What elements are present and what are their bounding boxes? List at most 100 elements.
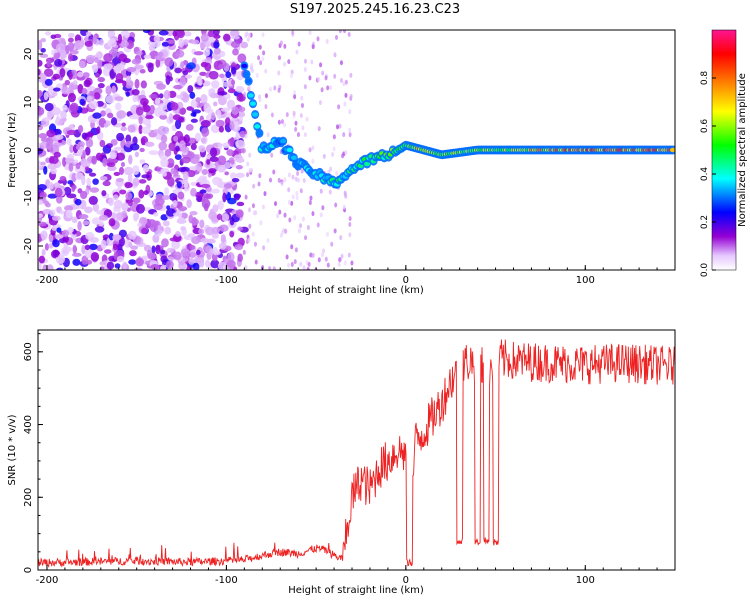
noise-blob xyxy=(229,230,235,238)
noise-blob xyxy=(198,78,203,86)
noise-blob xyxy=(121,202,129,211)
ridge-core xyxy=(241,63,248,69)
noise-blob xyxy=(190,137,196,144)
noise-blob xyxy=(64,205,74,212)
noise-blob xyxy=(206,159,211,165)
noise-blob xyxy=(81,255,89,265)
noise-blob xyxy=(173,84,183,90)
noise-blob xyxy=(172,199,178,207)
noise-blob xyxy=(40,47,46,53)
noise-blob xyxy=(194,132,202,142)
noise-blob xyxy=(82,72,90,78)
noise-blob xyxy=(309,252,313,258)
noise-blob xyxy=(231,79,236,86)
noise-blob xyxy=(266,132,270,138)
noise-blob xyxy=(203,49,211,57)
noise-blob xyxy=(258,173,262,179)
noise-blob xyxy=(141,126,152,134)
noise-blob xyxy=(130,245,139,250)
noise-blob xyxy=(237,226,244,231)
noise-blob xyxy=(291,174,295,180)
noise-blob xyxy=(125,192,133,201)
noise-blob xyxy=(128,230,137,240)
noise-blob xyxy=(344,150,348,156)
noise-blob xyxy=(328,189,332,195)
noise-blob xyxy=(213,41,220,49)
noise-blob xyxy=(299,113,303,119)
noise-blob xyxy=(348,232,352,238)
noise-blob xyxy=(110,139,118,146)
spectrogram-noise xyxy=(38,30,354,270)
noise-blob xyxy=(184,74,193,79)
colorbar-tick-label: 0.6 xyxy=(700,119,710,134)
noise-blob xyxy=(219,73,225,79)
noise-blob xyxy=(69,49,79,55)
bottom-y-axis-label: SNR (10 * v/v) xyxy=(7,414,18,485)
noise-blob xyxy=(138,189,145,199)
noise-blob xyxy=(172,212,180,217)
top-x-axis-label: Height of straight line (km) xyxy=(288,285,424,296)
noise-blob xyxy=(270,112,274,118)
noise-blob xyxy=(224,117,231,126)
noise-blob xyxy=(48,181,54,190)
noise-blob xyxy=(126,66,137,73)
noise-blob xyxy=(86,54,95,64)
noise-blob xyxy=(191,235,201,245)
noise-blob xyxy=(164,187,170,196)
noise-blob xyxy=(348,109,352,115)
noise-blob xyxy=(118,229,127,238)
noise-blob xyxy=(277,87,281,93)
noise-blob xyxy=(48,234,54,243)
noise-blob xyxy=(191,218,200,226)
noise-blob xyxy=(223,183,233,189)
noise-blob xyxy=(53,52,60,60)
noise-blob xyxy=(38,133,48,139)
noise-blob xyxy=(158,93,164,99)
noise-blob xyxy=(189,211,198,216)
noise-blob xyxy=(40,230,48,241)
noise-blob xyxy=(253,241,257,247)
noise-blob xyxy=(336,124,340,130)
noise-blob xyxy=(158,141,168,151)
noise-blob xyxy=(73,159,79,164)
noise-blob xyxy=(99,39,104,46)
noise-blob xyxy=(51,91,58,97)
noise-blob xyxy=(199,189,207,194)
noise-blob xyxy=(107,165,117,171)
noise-blob xyxy=(43,68,54,77)
noise-blob xyxy=(40,161,46,166)
noise-blob xyxy=(311,211,315,217)
noise-blob xyxy=(101,190,107,197)
noise-blob xyxy=(303,84,307,90)
noise-blob xyxy=(177,191,185,200)
noise-blob xyxy=(257,181,261,187)
noise-blob xyxy=(139,68,146,74)
noise-blob xyxy=(172,114,181,121)
noise-blob xyxy=(89,236,99,243)
noise-blob xyxy=(72,80,78,86)
noise-blob xyxy=(342,204,346,210)
noise-blob xyxy=(88,172,97,177)
noise-blob xyxy=(135,257,144,267)
noise-blob xyxy=(175,145,180,152)
noise-blob xyxy=(105,143,113,149)
noise-blob xyxy=(132,165,140,176)
noise-blob xyxy=(164,148,172,157)
noise-blob xyxy=(146,249,153,259)
noise-blob xyxy=(84,166,90,172)
noise-blob xyxy=(77,71,84,78)
noise-blob xyxy=(231,106,239,115)
noise-blob xyxy=(166,260,174,270)
noise-blob xyxy=(244,194,248,200)
noise-blob xyxy=(190,118,198,123)
ridge-core xyxy=(669,147,675,153)
noise-blob xyxy=(242,249,246,255)
colorbar-tick-label: 0.8 xyxy=(700,71,710,86)
noise-blob xyxy=(79,146,84,153)
noise-blob xyxy=(111,85,117,94)
noise-blob xyxy=(206,238,216,244)
noise-blob xyxy=(162,258,168,266)
noise-blob xyxy=(308,30,312,36)
noise-blob xyxy=(187,85,194,94)
noise-blob xyxy=(285,112,289,118)
